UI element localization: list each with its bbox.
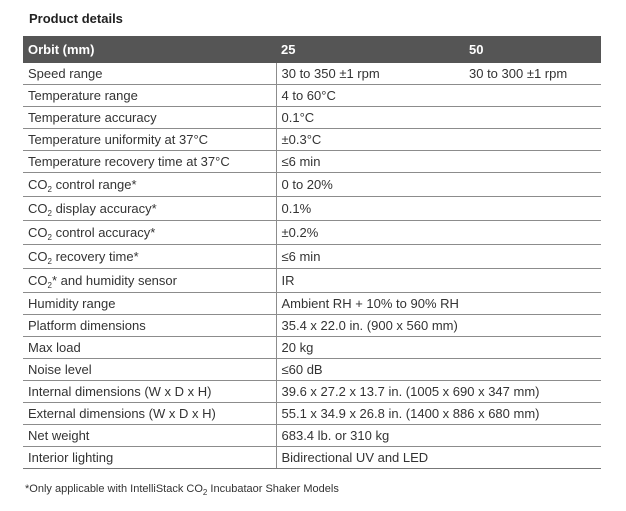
row-value-50 <box>464 84 601 107</box>
footnote: *Only applicable with IntelliStack CO2 I… <box>25 483 339 497</box>
row-value-50 <box>464 106 601 129</box>
table-row: Noise level ≤60 dB <box>23 358 601 381</box>
row-label: Noise level <box>23 358 277 381</box>
row-label: Platform dimensions <box>23 314 277 337</box>
row-label: CO2 display accuracy* <box>23 196 277 221</box>
table-row: Temperature uniformity at 37°C ±0.3°C <box>23 128 601 151</box>
row-value-50 <box>464 128 601 151</box>
table-header-row: Orbit (mm) 25 50 <box>23 36 601 63</box>
table-row: Platform dimensions 35.4 x 22.0 in. (900… <box>23 314 601 337</box>
row-value-50 <box>464 196 601 221</box>
row-value-25: 55.1 x 34.9 x 26.8 in. (1400 x 886 x 680… <box>276 402 539 425</box>
row-value-25: 4 to 60°C <box>276 84 464 107</box>
row-value-25: 683.4 lb. or 310 kg <box>276 424 464 447</box>
table-row: Humidity range Ambient RH + 10% to 90% R… <box>23 292 601 315</box>
table-row: Max load 20 kg <box>23 336 601 359</box>
row-value-25: 30 to 350 ±1 rpm <box>276 63 464 85</box>
table-row: CO2 recovery time* ≤6 min <box>23 244 601 269</box>
row-value-50 <box>464 446 601 469</box>
table-row: Internal dimensions (W x D x H) 39.6 x 2… <box>23 380 601 403</box>
table-row: CO2 control range* 0 to 20% <box>23 172 601 197</box>
row-value-50 <box>464 358 601 381</box>
table-row: CO2 control accuracy* ±0.2% <box>23 220 601 245</box>
row-value-25: Ambient RH + 10% to 90% RH <box>276 292 464 315</box>
row-label: Speed range <box>23 63 277 85</box>
table-row: Speed range 30 to 350 ±1 rpm 30 to 300 ±… <box>23 63 601 85</box>
row-value-25: 35.4 x 22.0 in. (900 x 560 mm) <box>276 314 464 337</box>
row-value-50 <box>464 150 601 173</box>
row-label: Max load <box>23 336 277 359</box>
row-value-50 <box>464 424 601 447</box>
row-label: Temperature accuracy <box>23 106 277 129</box>
row-value-50: 30 to 300 ±1 rpm <box>464 63 601 85</box>
row-value-25: ≤6 min <box>276 244 464 269</box>
row-label: CO2 recovery time* <box>23 244 277 269</box>
row-value-50 <box>464 292 601 315</box>
table-row: Temperature recovery time at 37°C ≤6 min <box>23 150 601 173</box>
row-label: External dimensions (W x D x H) <box>23 402 277 425</box>
row-value-25: 20 kg <box>276 336 464 359</box>
row-value-50 <box>464 244 601 269</box>
row-label: Internal dimensions (W x D x H) <box>23 380 277 403</box>
row-label: Interior lighting <box>23 446 277 469</box>
row-label: CO2 control accuracy* <box>23 220 277 245</box>
row-value-25: ±0.3°C <box>276 128 464 151</box>
table-row: Interior lighting Bidirectional UV and L… <box>23 446 601 469</box>
row-label: Temperature recovery time at 37°C <box>23 150 277 173</box>
row-value-25: Bidirectional UV and LED <box>276 446 464 469</box>
row-value-50 <box>464 336 601 359</box>
row-label: CO2 control range* <box>23 172 277 197</box>
row-value-50 <box>464 268 601 293</box>
header-25: 25 <box>276 36 464 63</box>
row-value-25: ≤6 min <box>276 150 464 173</box>
row-value-25: 0.1% <box>276 196 464 221</box>
product-details-table: Orbit (mm) 25 50 Speed range 30 to 350 ±… <box>23 36 601 469</box>
row-label: Humidity range <box>23 292 277 315</box>
row-value-25: ±0.2% <box>276 220 464 245</box>
row-label: Temperature range <box>23 84 277 107</box>
row-value-50 <box>464 314 601 337</box>
row-value-50 <box>464 220 601 245</box>
row-value-50 <box>464 402 601 425</box>
row-value-25: ≤60 dB <box>276 358 464 381</box>
table-row: Temperature accuracy 0.1°C <box>23 106 601 129</box>
row-value-25: IR <box>276 268 464 293</box>
table-row: Net weight 683.4 lb. or 310 kg <box>23 424 601 447</box>
row-value-25: 39.6 x 27.2 x 13.7 in. (1005 x 690 x 347… <box>276 380 539 403</box>
row-label: Temperature uniformity at 37°C <box>23 128 277 151</box>
row-value-50 <box>464 380 601 403</box>
header-orbit: Orbit (mm) <box>23 36 276 63</box>
row-label: CO2* and humidity sensor <box>23 268 277 293</box>
row-label: Net weight <box>23 424 277 447</box>
row-value-25: 0.1°C <box>276 106 464 129</box>
page-title: Product details <box>29 11 123 26</box>
row-value-50 <box>464 172 601 197</box>
table-row: CO2 display accuracy* 0.1% <box>23 196 601 221</box>
row-value-25: 0 to 20% <box>276 172 464 197</box>
table-row: Temperature range 4 to 60°C <box>23 84 601 107</box>
header-50: 50 <box>464 36 601 63</box>
table-row: CO2* and humidity sensor IR <box>23 268 601 293</box>
table-row: External dimensions (W x D x H) 55.1 x 3… <box>23 402 601 425</box>
